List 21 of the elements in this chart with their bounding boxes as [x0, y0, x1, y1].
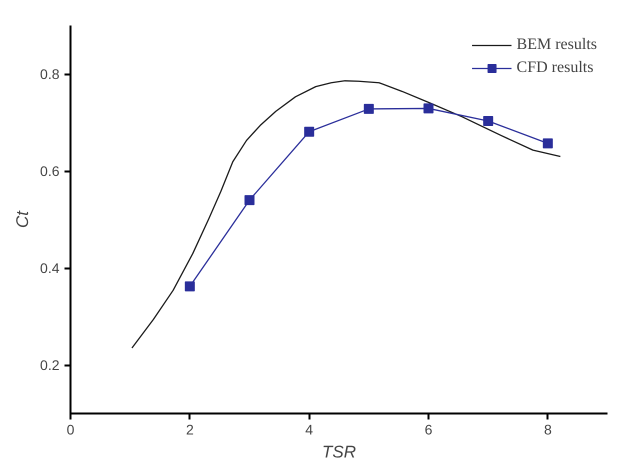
- x-tick-label: 8: [544, 422, 552, 438]
- y-tick-label: 0.8: [40, 66, 60, 82]
- point: [424, 103, 434, 114]
- line-series: [131, 80, 562, 349]
- x-tick-label: 2: [186, 422, 194, 438]
- x-axis-title: TSR: [322, 442, 356, 462]
- point: [542, 138, 553, 148]
- point: [244, 195, 254, 206]
- y-tick-label: 0.2: [40, 357, 60, 373]
- y-tick-label: 0.6: [40, 163, 60, 179]
- y-tick-label: 0.4: [40, 260, 60, 276]
- legend-label: CFD results: [516, 59, 594, 77]
- point: [184, 281, 195, 292]
- x-tick-label: 4: [305, 422, 314, 438]
- legend-label: BEM results: [516, 36, 597, 54]
- x-tick-label: 0: [66, 422, 75, 438]
- point: [483, 116, 494, 126]
- y-axis-title: Ct: [13, 210, 32, 228]
- point: [304, 126, 314, 137]
- point: [364, 104, 374, 114]
- x-tick-label: 6: [424, 422, 433, 438]
